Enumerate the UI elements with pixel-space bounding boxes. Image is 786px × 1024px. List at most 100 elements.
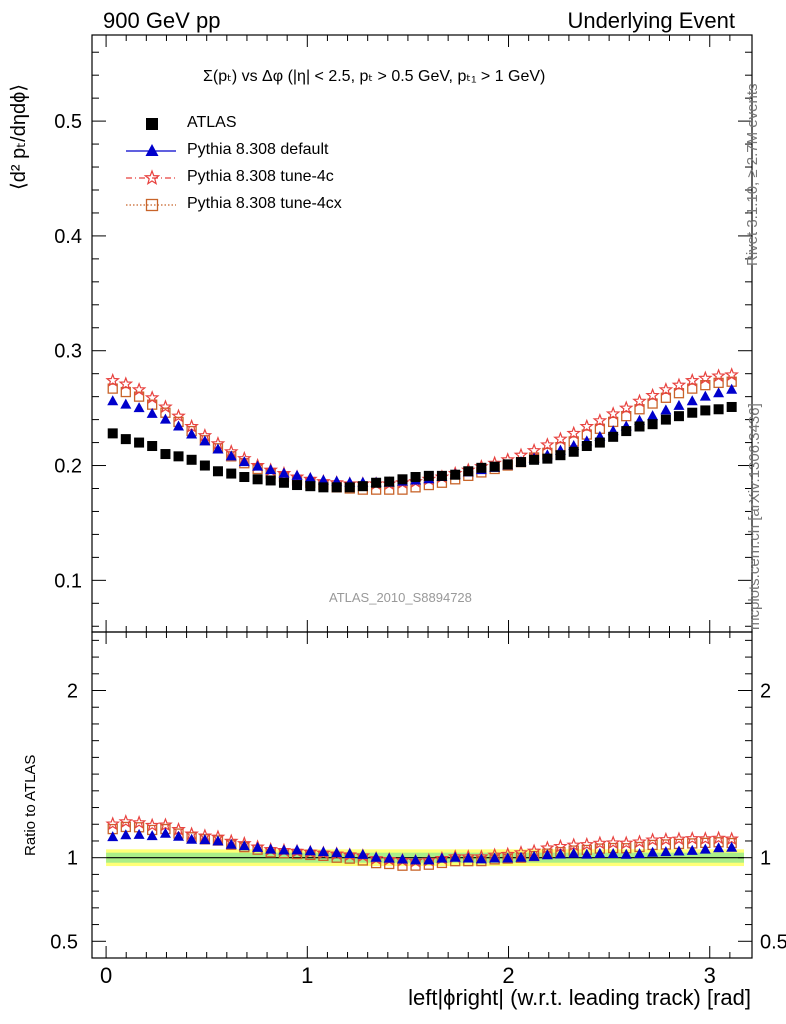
legend-label-tune-4c: Pythia 8.308 tune-4c	[187, 168, 334, 185]
data-point-2-44	[684, 372, 700, 387]
data-point-0-27	[463, 466, 474, 477]
ratio-point-2-2	[131, 815, 147, 829]
ratio-point-2-42	[658, 831, 674, 846]
data-point-0-10	[239, 472, 250, 483]
data-point-0-34	[555, 450, 566, 461]
data-point-0-38	[608, 431, 619, 442]
ratio-point-1-34	[554, 848, 566, 859]
data-point-0-44	[687, 407, 698, 418]
ratio-point-1-4	[159, 827, 171, 838]
data-point-2-42	[658, 382, 674, 396]
ratio-point-1-16	[317, 846, 329, 857]
y-tick-label: 0.5	[54, 111, 82, 133]
ratio-point-1-36	[581, 848, 593, 859]
ratio-y-tick-label-right: 0.5	[760, 931, 786, 953]
ratio-point-1-24	[423, 854, 435, 865]
ratio-y-tick-label-left: 0.5	[50, 931, 78, 953]
data-point-0-17	[331, 482, 342, 493]
data-point-0-9	[226, 468, 237, 479]
x-tick-label: 0	[100, 963, 112, 988]
data-point-2-5	[171, 408, 186, 423]
data-point-1-15	[304, 472, 316, 483]
data-point-1-41	[647, 410, 659, 421]
ratio-point-1-12	[265, 843, 277, 854]
data-point-3-43	[673, 388, 685, 399]
ratio-point-1-11	[252, 841, 264, 852]
ratio-point-1-20	[370, 851, 382, 862]
ratio-point-2-37	[592, 835, 608, 850]
data-point-0-39	[621, 426, 632, 437]
chart-series-layer	[105, 367, 740, 871]
data-point-0-14	[292, 480, 303, 491]
ratio-y-tick-label-left: 2	[67, 681, 78, 703]
data-point-0-42	[660, 414, 671, 425]
data-point-1-1	[120, 398, 132, 409]
x-tick-label: 3	[704, 963, 716, 988]
ratio-point-1-41	[647, 846, 659, 857]
data-point-0-20	[371, 477, 382, 488]
ratio-point-1-46	[713, 842, 725, 853]
data-point-0-46	[713, 404, 724, 415]
ratio-point-1-13	[278, 844, 290, 855]
data-point-1-2	[133, 402, 145, 413]
data-point-0-43	[673, 411, 684, 422]
ratio-point-1-19	[357, 848, 369, 859]
ratio-point-1-32	[528, 850, 540, 861]
data-point-1-7	[199, 435, 211, 446]
ratio-point-1-30	[502, 852, 514, 863]
ratio-point-1-43	[673, 845, 685, 856]
ratio-point-1-21	[383, 852, 395, 863]
ratio-point-1-0	[107, 831, 119, 842]
data-point-0-19	[357, 481, 368, 492]
data-point-0-18	[344, 482, 355, 493]
data-point-0-3	[147, 441, 158, 452]
ratio-point-1-31	[515, 851, 527, 862]
ratio-point-2-36	[579, 836, 595, 851]
ratio-point-1-10	[238, 840, 250, 851]
data-point-3-40	[634, 404, 645, 415]
data-point-1-11	[252, 460, 264, 471]
data-point-1-13	[278, 467, 290, 478]
ratio-y-tick-label-right: 2	[760, 681, 771, 703]
data-point-2-39	[618, 400, 634, 415]
data-point-0-30	[502, 459, 513, 470]
data-point-1-16	[317, 474, 329, 485]
mcplots-credit-label: mcplots.cern.ch [arXiv:1306.3436]	[746, 403, 763, 630]
ratio-point-1-14	[291, 844, 303, 855]
data-point-0-4	[160, 449, 171, 460]
data-point-2-0	[105, 372, 121, 387]
data-point-1-42	[660, 404, 672, 415]
y-axis-label-ratio: Ratio to ATLAS	[22, 754, 39, 856]
data-point-0-40	[634, 421, 645, 432]
data-point-1-3	[146, 407, 158, 418]
data-point-0-6	[186, 454, 197, 465]
ratio-point-2-4	[158, 817, 173, 832]
data-point-0-11	[252, 474, 263, 485]
ratio-point-1-5	[173, 830, 185, 841]
x-axis-label: left|ϕright| (w.r.t. leading track) [rad…	[408, 985, 751, 1010]
data-point-2-34	[553, 431, 568, 446]
data-point-0-8	[212, 466, 223, 477]
data-point-0-1	[120, 434, 131, 445]
data-point-0-37	[594, 437, 605, 448]
data-point-0-25	[436, 470, 447, 481]
data-point-2-41	[645, 387, 660, 402]
legend-label-tune-4cx: Pythia 8.308 tune-4cx	[187, 195, 342, 212]
data-point-2-47	[724, 367, 740, 382]
data-point-0-5	[173, 451, 184, 462]
data-point-1-8	[212, 443, 224, 454]
ratio-point-1-15	[304, 845, 316, 856]
data-point-2-3	[144, 390, 160, 405]
ratio-point-2-1	[118, 814, 134, 828]
data-point-2-40	[632, 393, 647, 408]
data-point-2-35	[566, 425, 582, 440]
ratio-point-2-45	[697, 831, 713, 846]
data-point-0-29	[489, 461, 500, 472]
data-point-0-24	[423, 470, 434, 481]
ratio-point-2-46	[711, 830, 726, 845]
data-point-1-9	[225, 450, 237, 461]
data-point-1-14	[291, 469, 303, 480]
chart-axes-layer: 0 1 2 3 0.1 0.2 0.3 0.4 0.5 0.5 0.5 1 1 2 2	[50, 34, 786, 988]
plot-subtitle: Σ(pₜ) vs Δφ (|η| < 2.5, pₜ > 0.5 GeV, pₜ…	[203, 68, 546, 85]
ratio-point-1-9	[225, 838, 237, 849]
